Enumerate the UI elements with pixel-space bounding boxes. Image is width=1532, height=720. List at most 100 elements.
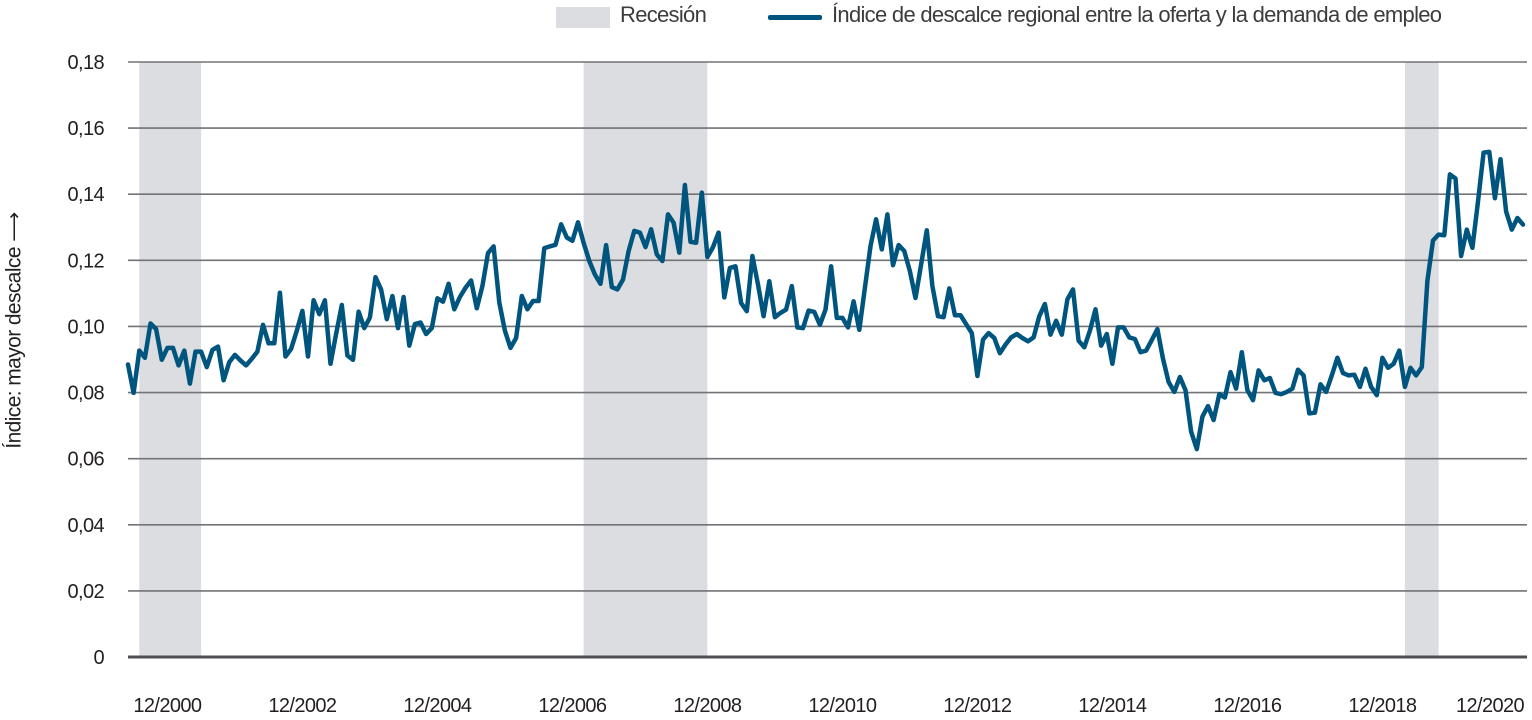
legend-recession-swatch (556, 7, 610, 28)
data-point (301, 309, 304, 313)
data-point (1105, 332, 1108, 336)
data-point (481, 284, 484, 288)
data-point (1026, 340, 1030, 343)
x-tick-label: 12/2004 (403, 695, 472, 717)
y-tick-label: 0,04 (67, 515, 104, 537)
data-point (1229, 370, 1232, 374)
data-point (571, 239, 574, 243)
data-point (379, 288, 383, 291)
data-point (1268, 376, 1272, 380)
data-point (897, 243, 900, 247)
series-line (125, 149, 1526, 452)
data-point (689, 240, 692, 244)
data-point (1066, 298, 1069, 301)
data-point (351, 358, 355, 362)
data-point (126, 363, 130, 366)
data-point (751, 254, 754, 258)
data-point (1274, 391, 1277, 395)
data-point (149, 322, 152, 325)
data-point (1173, 390, 1176, 394)
data-point (1128, 336, 1131, 339)
data-point (357, 310, 360, 313)
data-point (756, 283, 760, 286)
data-point (1369, 385, 1373, 389)
data-point (1386, 366, 1390, 369)
data-point (458, 295, 462, 299)
data-point (779, 311, 782, 315)
data-point (1195, 447, 1198, 451)
data-point (1431, 239, 1435, 242)
data-point (402, 295, 405, 299)
x-tick-label: 12/2010 (808, 695, 877, 717)
data-point (700, 191, 703, 194)
data-point (1353, 373, 1356, 376)
data-point (768, 279, 771, 283)
data-point (846, 326, 850, 329)
x-tick-label: 12/2014 (1078, 695, 1147, 717)
data-point (976, 374, 979, 378)
data-point (1038, 314, 1041, 318)
data-point (942, 315, 945, 319)
data-point (1223, 396, 1227, 399)
data-point (576, 221, 580, 224)
data-point (1094, 308, 1097, 311)
data-point (554, 243, 557, 246)
data-point (340, 303, 343, 307)
data-point (447, 282, 450, 286)
data-point (548, 245, 552, 248)
data-point (216, 345, 220, 348)
data-point (520, 294, 523, 298)
data-point (475, 307, 478, 310)
data-point (1111, 362, 1114, 365)
data-point (835, 316, 838, 320)
data-point (289, 347, 293, 351)
data-point (1364, 367, 1367, 370)
data-point (813, 310, 816, 314)
data-point (537, 299, 540, 303)
data-point (211, 348, 214, 352)
data-point (430, 326, 433, 330)
data-point (886, 213, 889, 216)
data-point (228, 360, 231, 364)
data-point (329, 362, 332, 365)
data-point (1088, 329, 1092, 332)
data-point (132, 391, 135, 395)
data-point (1437, 233, 1440, 236)
data-point (807, 309, 810, 312)
y-tick-label: 0,08 (67, 383, 104, 405)
data-point (1043, 302, 1047, 306)
data-point (993, 336, 996, 340)
data-point (492, 245, 495, 248)
data-point (824, 308, 827, 311)
data-point (514, 336, 518, 340)
data-point (323, 299, 327, 302)
data-point (543, 246, 546, 250)
data-point (250, 357, 253, 361)
data-point (1021, 336, 1024, 340)
data-point (199, 350, 203, 353)
data-point (1133, 337, 1137, 341)
x-tick-label: 12/2012 (943, 695, 1012, 717)
x-tick-label: 12/2000 (133, 695, 202, 717)
data-point (1240, 351, 1243, 354)
data-point (1060, 333, 1063, 336)
data-point (599, 282, 602, 286)
y-tick-label: 0,10 (67, 316, 104, 338)
data-point (424, 332, 428, 336)
data-point (1285, 390, 1288, 394)
data-point (1015, 332, 1018, 336)
data-point (396, 326, 400, 330)
y-axis-ticks: 0 0,02 0,04 0,06 0,08 0,10 0,12 0,14 0,16 0,18 (67, 52, 105, 669)
data-point (441, 300, 445, 303)
data-point (728, 266, 732, 270)
data-point (1409, 366, 1412, 369)
data-point (818, 323, 822, 326)
data-point (267, 342, 270, 345)
data-point (1167, 380, 1170, 384)
data-point (1448, 173, 1452, 176)
data-point (706, 255, 709, 259)
data-point (1004, 343, 1007, 346)
data-point (1488, 150, 1491, 154)
data-point (616, 288, 619, 291)
